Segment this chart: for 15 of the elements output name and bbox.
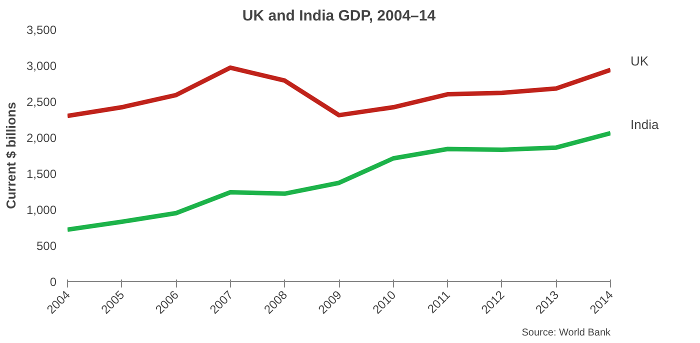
y-tick-label: 1,500 [26, 167, 57, 181]
y-tick-label: 3,000 [26, 59, 57, 73]
y-tick-label: 3,500 [26, 23, 57, 37]
chart-title: UK and India GDP, 2004–14 [242, 8, 436, 24]
y-tick-label: 2,000 [26, 131, 57, 145]
y-tick-label: 500 [36, 239, 57, 253]
source-note: Source: World Bank [522, 328, 612, 338]
y-tick-label: 0 [50, 275, 57, 289]
y-axis-title: Current $ billions [3, 102, 18, 209]
series-label: UK [630, 54, 649, 69]
y-tick-label: 2,500 [26, 95, 57, 109]
line-series [68, 130, 610, 232]
series-label: India [630, 117, 660, 132]
y-tick-label: 1,000 [26, 203, 57, 217]
line-series [68, 65, 610, 118]
